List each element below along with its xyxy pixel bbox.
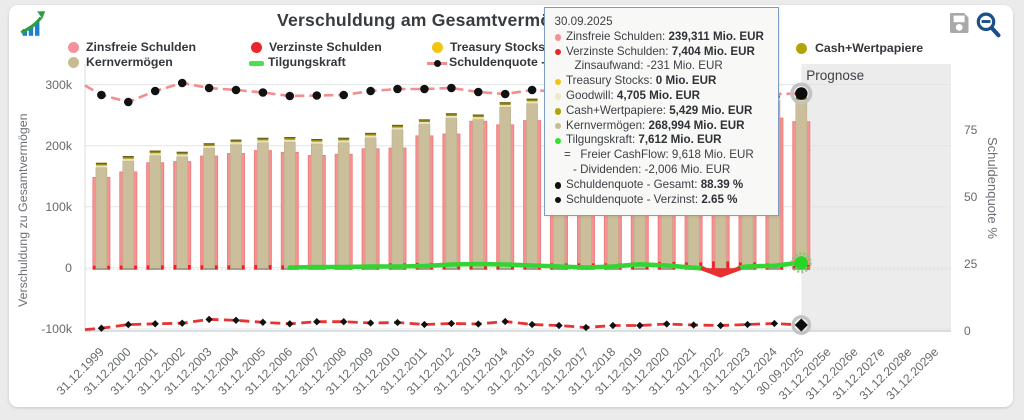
svg-text:75: 75 [964, 123, 978, 137]
svg-text:0: 0 [65, 261, 72, 275]
svg-text:Verschuldung zu Gesamtvermögen: Verschuldung zu Gesamtvermögen [16, 113, 30, 307]
svg-text:50: 50 [964, 190, 978, 204]
svg-text:300k: 300k [45, 78, 73, 92]
svg-text:-100k: -100k [41, 322, 73, 336]
svg-text:100k: 100k [45, 200, 73, 214]
svg-text:Schuldenquote %: Schuldenquote % [985, 137, 1000, 239]
svg-text:0: 0 [964, 324, 971, 338]
svg-text:200k: 200k [45, 139, 73, 153]
svg-text:Prognose: Prognose [806, 68, 864, 83]
svg-text:25: 25 [964, 257, 978, 271]
